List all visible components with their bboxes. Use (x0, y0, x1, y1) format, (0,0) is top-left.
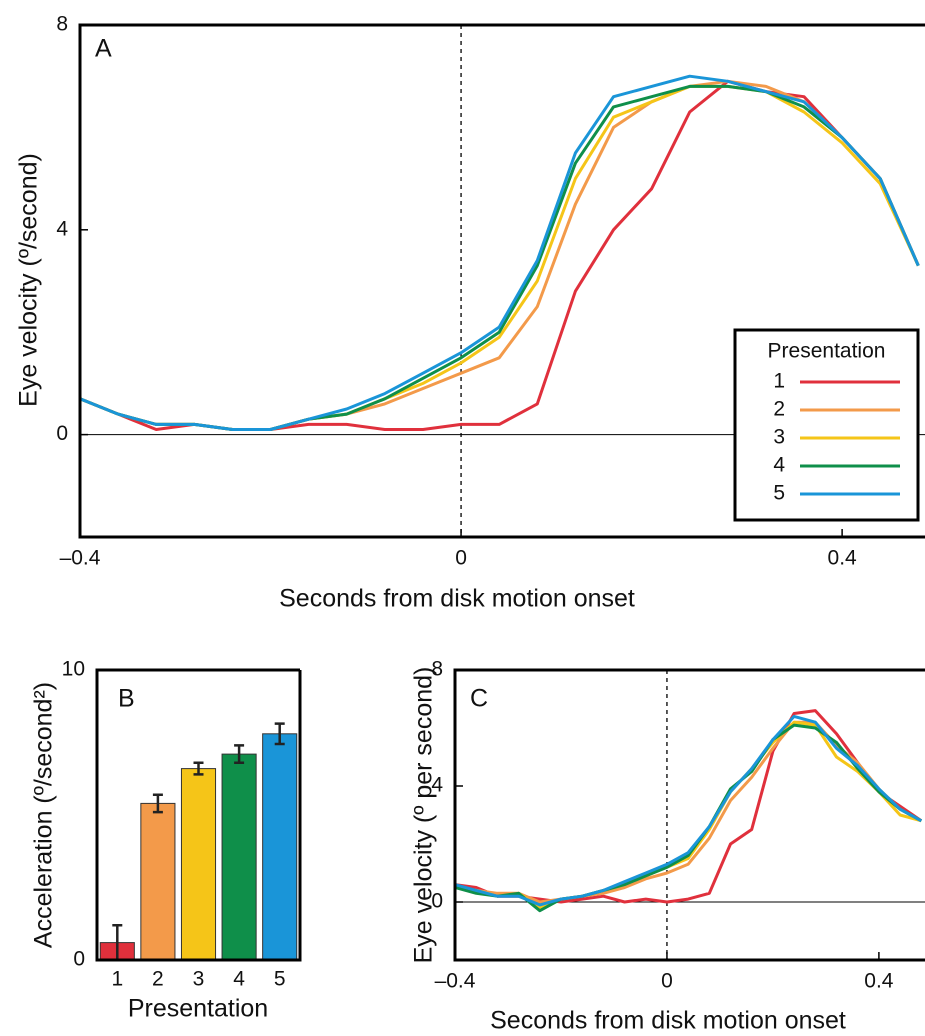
series-line (455, 714, 923, 907)
plot-lines (80, 74, 920, 431)
axes-frame (78, 23, 925, 539)
legend-label: 1 (773, 370, 785, 393)
legend-label: 2 (773, 398, 785, 421)
y-tick-label: 4 (56, 217, 68, 240)
x-tick-label: 0 (661, 970, 673, 993)
series-line (80, 74, 920, 431)
x-axis-label: Seconds from disk motion onset (279, 585, 635, 613)
y-tick-label: 10 (62, 658, 85, 681)
y-tick-label: 8 (56, 13, 68, 36)
series-line (455, 709, 923, 904)
bar (180, 768, 217, 961)
axes-frame (95, 668, 302, 962)
x-tick-label: 0 (455, 547, 467, 570)
series-line (455, 720, 922, 910)
bar (221, 753, 257, 961)
bar (140, 802, 176, 961)
x-axis-label: Presentation (128, 995, 268, 1023)
error-bar (234, 744, 245, 765)
x-tick-label: 4 (233, 968, 245, 991)
legend-label: 4 (773, 454, 785, 477)
panel-label: A (95, 35, 112, 63)
y-axis-label: Eye velocity (º/second) (15, 153, 43, 407)
y-tick-label: 4 (431, 774, 443, 797)
y-tick-label: 8 (431, 658, 443, 681)
x-tick-label: –0.4 (435, 970, 476, 993)
x-tick-label: 1 (111, 968, 123, 991)
legend-label: 5 (773, 482, 785, 505)
y-tick-label: 0 (431, 890, 443, 913)
x-tick-label: –0.4 (60, 547, 101, 570)
legend-title: Presentation (768, 340, 886, 363)
panel-label: C (470, 685, 488, 713)
legend-box (733, 328, 920, 522)
x-tick-label: 3 (193, 968, 205, 991)
error-bar (193, 761, 204, 776)
x-tick-label: 0.4 (828, 547, 858, 570)
y-tick-label: 0 (56, 422, 68, 445)
x-tick-label: 5 (274, 968, 286, 991)
axes-frame (453, 668, 925, 962)
x-axis-label: Seconds from disk motion onset (490, 1007, 846, 1035)
error-bar (274, 722, 285, 746)
y-tick-label: 0 (73, 948, 85, 971)
x-tick-label: 0.4 (864, 970, 894, 993)
error-bar (152, 793, 163, 814)
plot-lines (455, 709, 923, 913)
legend-label: 3 (773, 426, 785, 449)
y-axis-label: Acceleration (º/second²) (30, 682, 58, 948)
x-tick-label: 2 (152, 968, 164, 991)
panel-label: B (118, 685, 135, 713)
series-line (455, 720, 923, 904)
y-axis-label: Eye velocity (º per second) (410, 667, 438, 964)
bar (262, 733, 298, 961)
series-line (455, 723, 923, 913)
